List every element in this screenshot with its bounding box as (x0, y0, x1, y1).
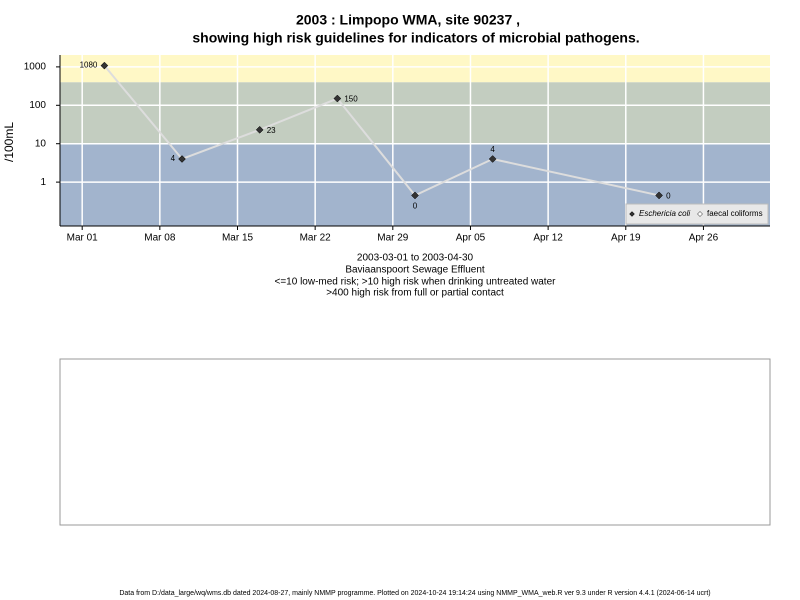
y-tick-label: 100 (29, 100, 46, 111)
note: 2003-03-01 to 2003-04-30 (357, 253, 474, 264)
x-tick-label: Mar 15 (222, 233, 254, 244)
y-tick-label: 10 (35, 138, 47, 149)
x-tick-label: Mar 01 (67, 233, 99, 244)
empty-panel (59, 358, 771, 526)
chart-title: 2003 : Limpopo WMA, site 90237 , (296, 12, 520, 28)
note: Baviaanspoort Sewage Effluent (345, 265, 485, 276)
footer: Data from D:/data_large/wq/wms.db dated … (119, 590, 710, 597)
data-label: 4 (490, 145, 495, 154)
data-label: 150 (344, 95, 358, 104)
note: >400 high risk from full or partial cont… (326, 288, 504, 299)
x-tick-label: Apr 12 (533, 233, 563, 244)
legend-box (625, 203, 769, 225)
data-label: 23 (267, 126, 276, 135)
legend-label: faecal coliforms (707, 209, 763, 218)
y-axis-label: /100mL (2, 122, 16, 162)
y-tick-label: 1000 (24, 62, 47, 73)
data-label: 0 (666, 192, 671, 201)
chart-subtitle: showing high risk guidelines for indicat… (192, 30, 639, 46)
data-point (100, 61, 109, 70)
data-point (488, 155, 497, 163)
legend-label: Eschericia coli (639, 209, 690, 218)
data-point (255, 125, 264, 134)
x-tick-label: Mar 29 (377, 233, 409, 244)
x-tick-label: Apr 26 (689, 233, 719, 244)
risk-band (60, 82, 770, 144)
data-point (178, 155, 186, 163)
legend-marker (629, 211, 635, 217)
x-tick-label: Apr 19 (611, 233, 641, 244)
legend-marker (697, 211, 703, 217)
note: <=10 low-med risk; >10 high risk when dr… (275, 277, 557, 288)
x-tick-label: Apr 05 (456, 233, 486, 244)
data-point (411, 191, 419, 200)
x-tick-label: Mar 22 (300, 233, 332, 244)
data-label: 1080 (80, 61, 98, 70)
data-label: 0 (413, 202, 418, 211)
risk-band (60, 55, 770, 83)
y-tick-label: 1 (40, 177, 46, 188)
data-point (333, 94, 342, 103)
data-label: 4 (171, 154, 176, 163)
x-tick-label: Mar 08 (144, 233, 176, 244)
data-point (655, 191, 663, 200)
